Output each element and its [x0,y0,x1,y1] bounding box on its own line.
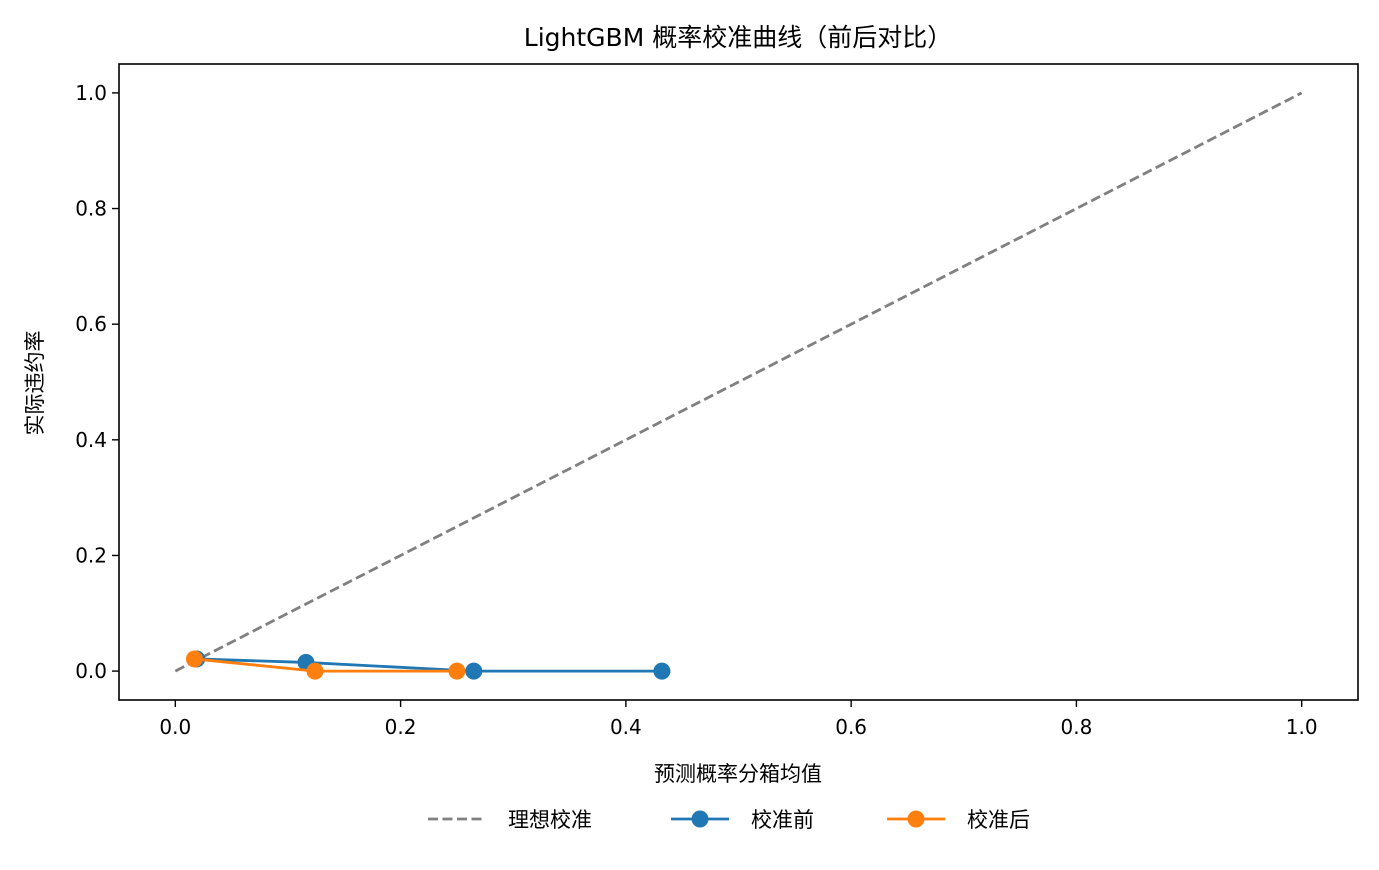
plot-area [174,91,1303,680]
legend-label-2: 校准后 [967,808,1030,832]
y-axis-label: 实际违约率 [23,331,47,436]
y-tick-label-0: 0.0 [75,659,107,683]
y-tick-label-3: 0.6 [75,312,107,336]
y-tick-label-2: 0.4 [75,428,107,452]
y-tick-label-1: 0.2 [75,543,107,567]
series-2-point-1 [306,662,324,680]
legend-marker-1 [691,810,709,828]
series-1-point-3 [653,662,671,680]
series-2-point-2 [448,662,466,680]
series-2-point-0 [185,650,203,668]
x-tick-label-5: 1.0 [1286,715,1318,739]
plot-frame [118,63,1359,701]
x-tick-label-4: 0.8 [1061,715,1093,739]
series-1-point-2 [465,662,483,680]
legend: 理想校准 校准前 校准后 [428,808,1030,832]
x-tick-label-0: 0.0 [159,715,191,739]
x-tick-label-3: 0.6 [835,715,867,739]
x-tick-label-1: 0.2 [385,715,417,739]
y-tick-label-5: 1.0 [75,81,107,105]
series-line-0 [174,91,1303,673]
y-tick-label-4: 0.8 [75,197,107,221]
axes: 0.0 0.2 0.4 0.6 0.8 1.0 0.0 0.2 0.4 0.6 0.8 1.0 [75,63,1359,739]
legend-label-1: 校准前 [751,808,814,832]
legend-label-0: 理想校准 [508,808,592,832]
chart-title: LightGBM 概率校准曲线（前后对比） [524,23,952,52]
x-axis-label: 预测概率分箱均值 [654,762,822,786]
legend-marker-2 [907,810,925,828]
x-tick-label-2: 0.4 [610,715,642,739]
series-line-1 [196,657,662,673]
